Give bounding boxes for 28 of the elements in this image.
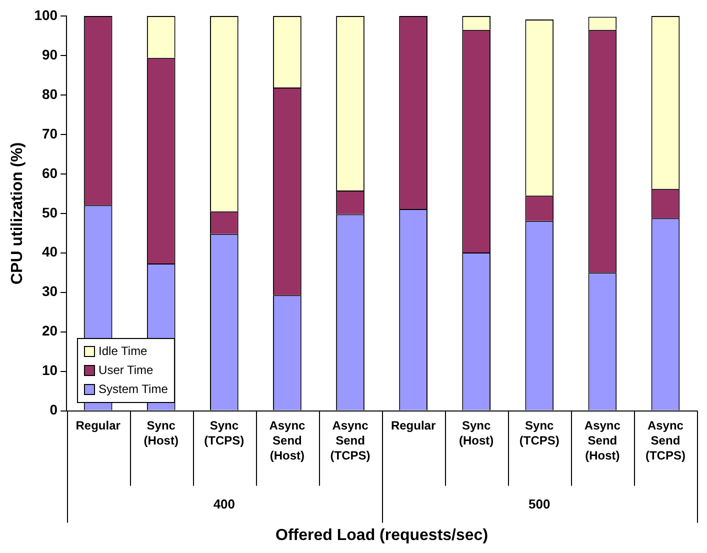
x-tick-label: Sync (Host) — [144, 418, 178, 448]
x-tick-label: Regular — [390, 418, 436, 433]
y-tick-label: 10 — [42, 362, 58, 378]
x-tick-label: Async Send (TCPS) — [330, 418, 370, 463]
legend-label: Idle Time — [98, 344, 148, 358]
y-tick-label: 90 — [42, 46, 58, 62]
y-tick-label: 30 — [42, 283, 58, 300]
legend-label: User Time — [98, 363, 154, 378]
text: 400 — [213, 496, 236, 512]
x-tick-label: Sync (Host) — [459, 418, 494, 448]
y-tick-label: 40 — [42, 244, 58, 260]
x-tick-label: Async Send (Host) — [269, 418, 306, 463]
legend-label: System Time — [98, 382, 168, 396]
y-tick-label: 60 — [42, 164, 58, 181]
y-axis-title: CPU utilization (%) — [9, 142, 26, 285]
y-tick-label: 20 — [42, 322, 58, 339]
y-tick-label: 100 — [34, 6, 58, 23]
x-tick-label: Regular — [76, 418, 121, 433]
x-tick-label: Async Send (Host) — [584, 418, 621, 463]
y-tick-label: 70 — [42, 125, 58, 142]
y-tick-label: 80 — [42, 86, 58, 102]
x-axis-title: Offered Load (requests/sec) — [276, 526, 488, 544]
y-tick-label: 0 — [50, 402, 58, 418]
y-tick-label: 50 — [42, 204, 58, 220]
x-tick-label: Sync (TCPS) — [519, 418, 560, 448]
x-tick-label: Async Send (TCPS) — [645, 418, 686, 463]
x-tick-label: Sync (TCPS) — [204, 418, 244, 448]
text: 500 — [528, 496, 550, 512]
